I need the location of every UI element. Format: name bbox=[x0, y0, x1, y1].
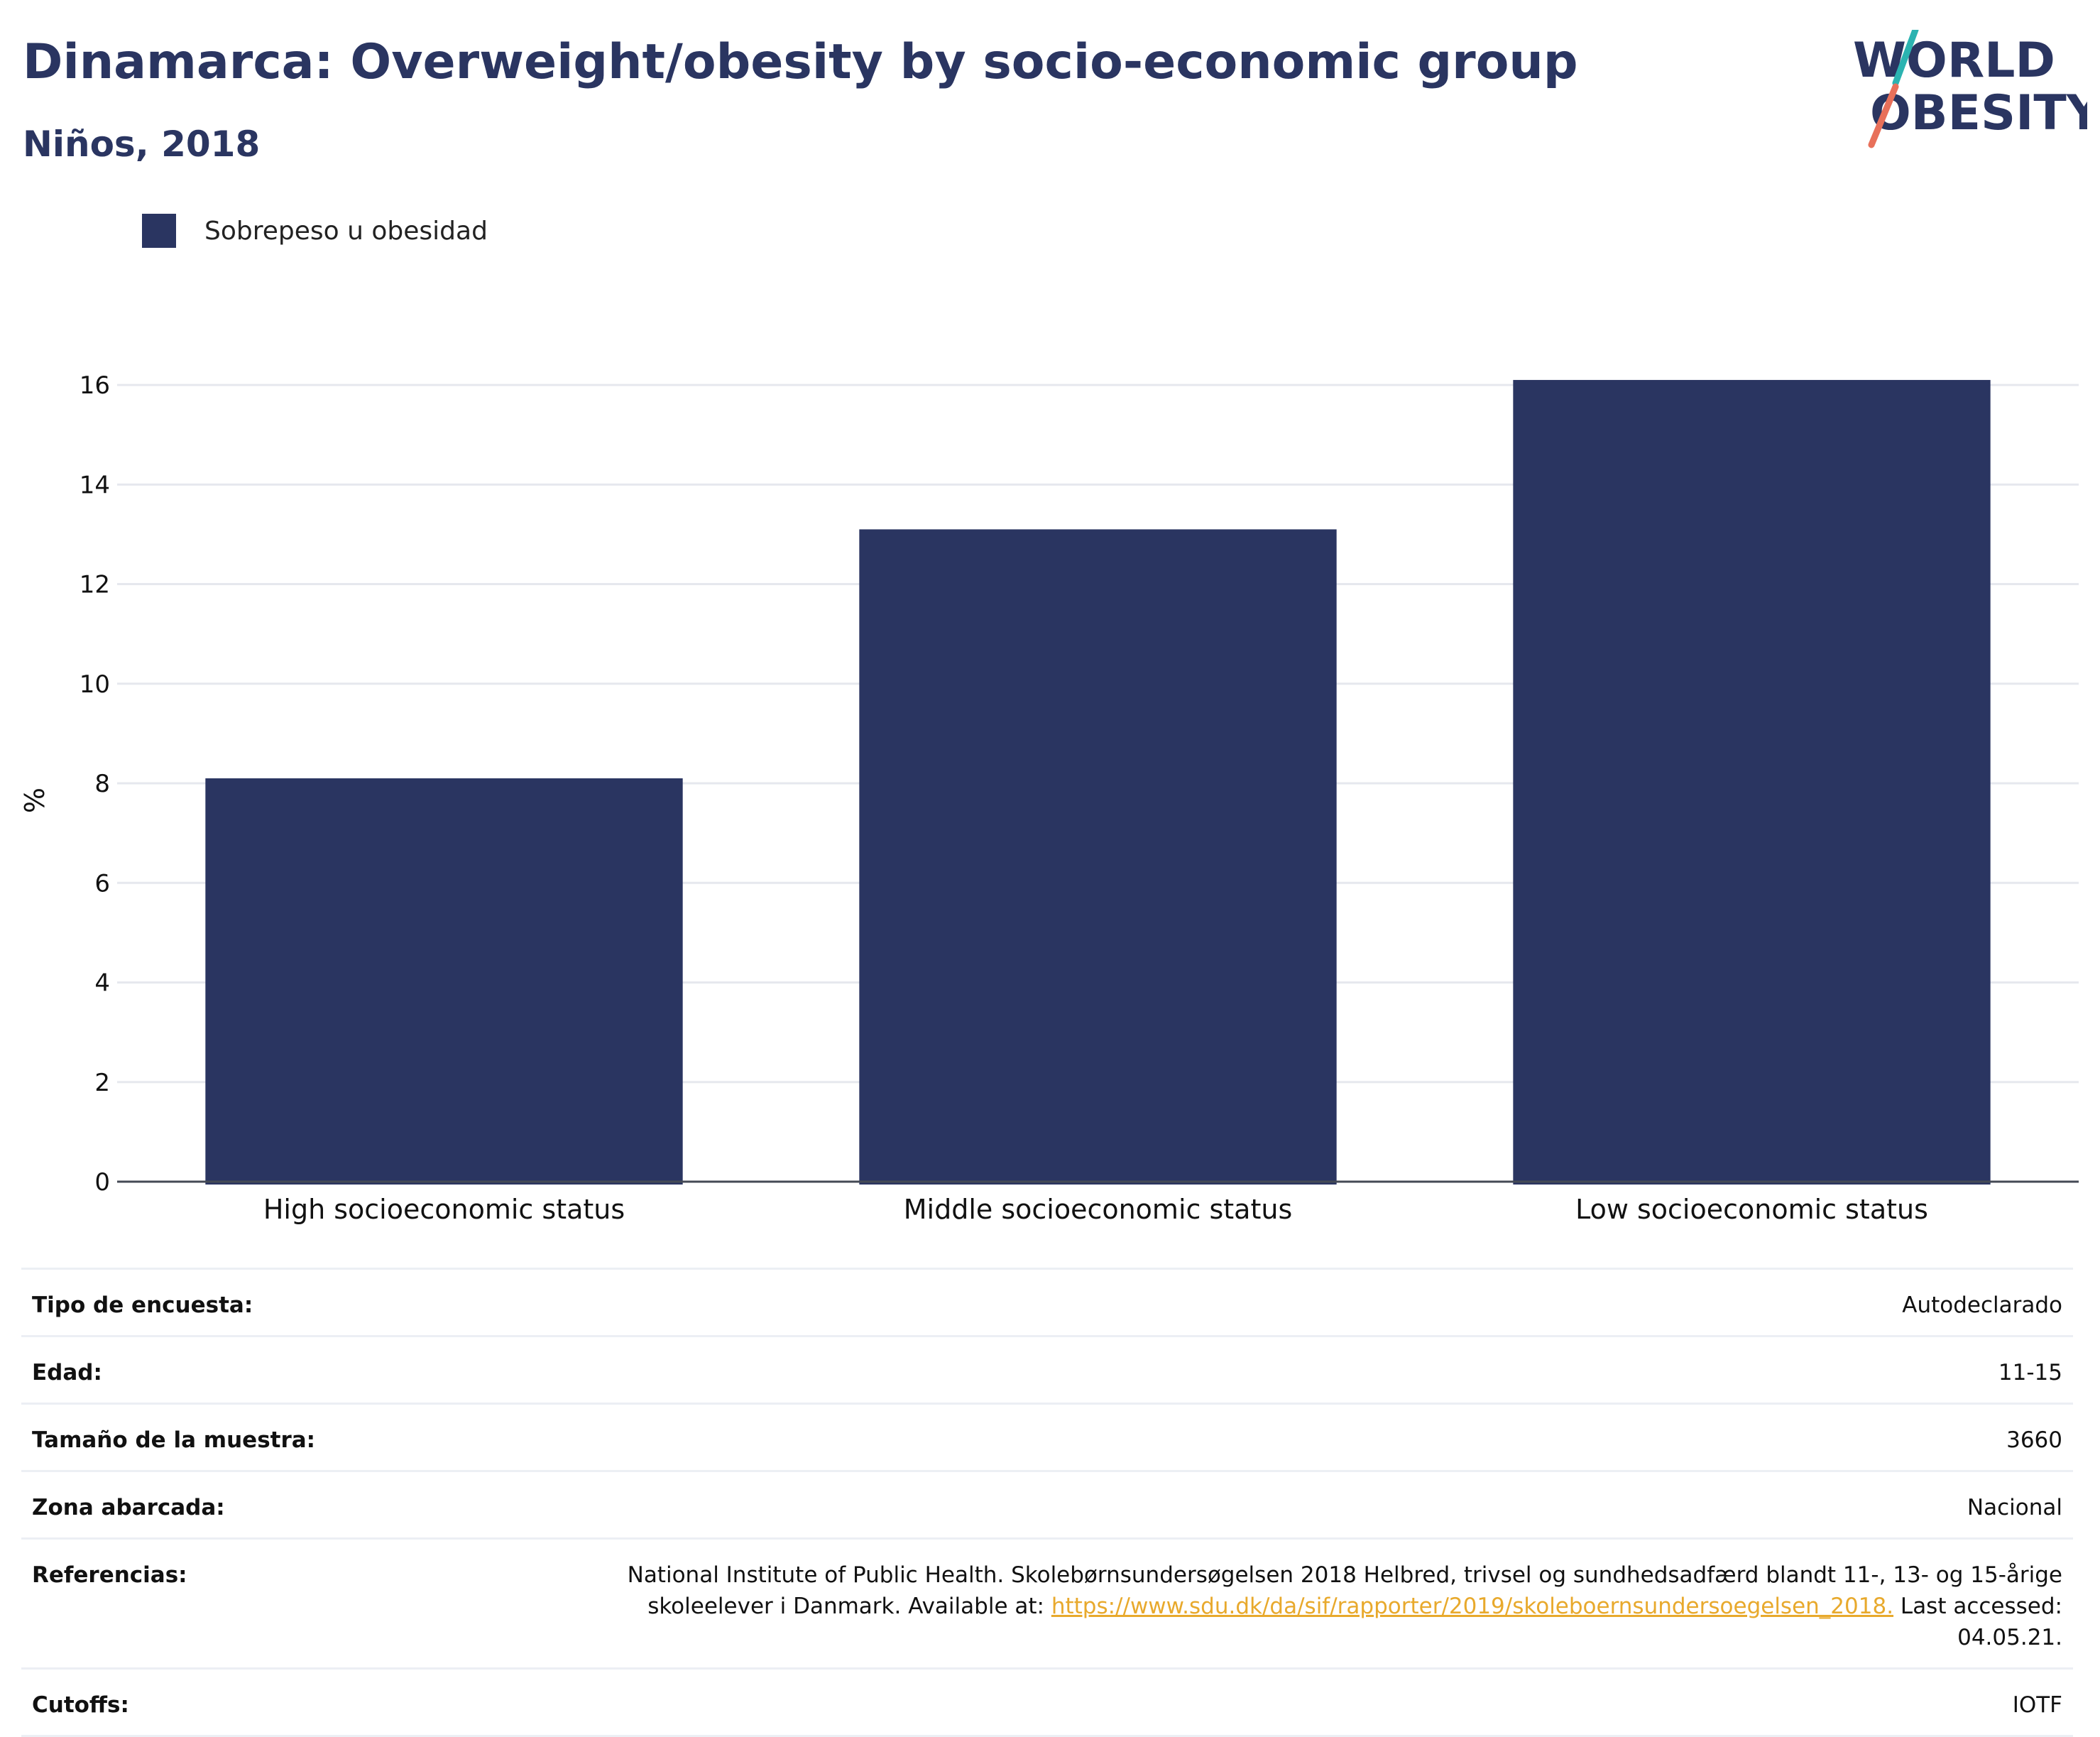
x-tick-label: Low socioeconomic status bbox=[1575, 1194, 1928, 1225]
logo-word-world: WORLD bbox=[1853, 33, 2055, 89]
y-axis-label: % bbox=[19, 788, 50, 813]
logo-word-obesity: OBESITY bbox=[1870, 85, 2087, 141]
references-text: National Institute of Public Health. Sko… bbox=[627, 1562, 2062, 1619]
y-tick-label: 10 bbox=[80, 670, 110, 699]
references-text-after: Last accessed: 04.05.21. bbox=[1893, 1594, 2062, 1650]
legend-label: Sobrepeso u obesidad bbox=[204, 216, 488, 246]
logo-slash-coral bbox=[1868, 83, 1899, 148]
legend-swatch bbox=[142, 214, 176, 248]
legend[interactable]: Sobrepeso u obesidad bbox=[142, 212, 488, 250]
info-key: Tamaño de la muestra: bbox=[32, 1427, 316, 1453]
info-value: 11-15 bbox=[1998, 1360, 2062, 1385]
survey-info-table: Tipo de encuesta: Autodeclarado Edad: 11-15… bbox=[21, 1268, 2073, 1737]
references-value: National Institute of Public Health. Sko… bbox=[572, 1559, 2062, 1653]
info-row-references: Referencias: National Institute of Publi… bbox=[21, 1540, 2073, 1670]
logo-slash-teal bbox=[1892, 30, 1919, 87]
y-tick-label: 6 bbox=[94, 869, 110, 898]
x-tick-label: High socioeconomic status bbox=[263, 1194, 625, 1225]
y-tick-label: 4 bbox=[94, 969, 110, 998]
info-key: Edad: bbox=[32, 1360, 102, 1385]
y-tick-label: 2 bbox=[94, 1069, 110, 1097]
chart-title: Dinamarca: Overweight/obesity by socio-e… bbox=[23, 34, 1578, 90]
info-row: Zona abarcada: Nacional bbox=[21, 1472, 2073, 1540]
y-tick-label: 8 bbox=[94, 770, 110, 798]
info-value: IOTF bbox=[2012, 1692, 2062, 1718]
world-obesity-logo: WORLD OBESITY bbox=[1853, 30, 2087, 148]
info-key: Tipo de encuesta: bbox=[32, 1292, 253, 1318]
info-key: Referencias: bbox=[32, 1562, 187, 1588]
info-key: Cutoffs: bbox=[32, 1692, 129, 1718]
bar bbox=[859, 529, 1337, 1185]
y-tick-label: 16 bbox=[80, 371, 110, 400]
x-tick-label: Middle socioeconomic status bbox=[904, 1194, 1293, 1225]
info-row-cutoffs: Cutoffs: IOTF bbox=[21, 1670, 2073, 1737]
info-row: Edad: 11-15 bbox=[21, 1337, 2073, 1405]
bar-chart: 0 2 4 6 8 10 12 14 16% High socioeconomic status M… bbox=[19, 371, 2079, 1225]
references-link[interactable]: https://www.sdu.dk/da/sif/rapporter/2019… bbox=[1051, 1594, 1894, 1619]
info-row: Tamaño de la muestra: 3660 bbox=[21, 1405, 2073, 1472]
info-value: Autodeclarado bbox=[1902, 1292, 2062, 1318]
y-tick-label: 12 bbox=[80, 571, 110, 599]
chart-subtitle: Niños, 2018 bbox=[23, 124, 261, 165]
info-key: Zona abarcada: bbox=[32, 1495, 225, 1520]
info-row: Tipo de encuesta: Autodeclarado bbox=[21, 1270, 2073, 1337]
info-value: 3660 bbox=[2006, 1427, 2062, 1453]
info-value: Nacional bbox=[1967, 1495, 2062, 1520]
y-tick-label: 0 bbox=[94, 1168, 110, 1197]
bar bbox=[205, 778, 683, 1185]
bar bbox=[1513, 380, 1991, 1185]
y-tick-label: 14 bbox=[80, 471, 110, 499]
